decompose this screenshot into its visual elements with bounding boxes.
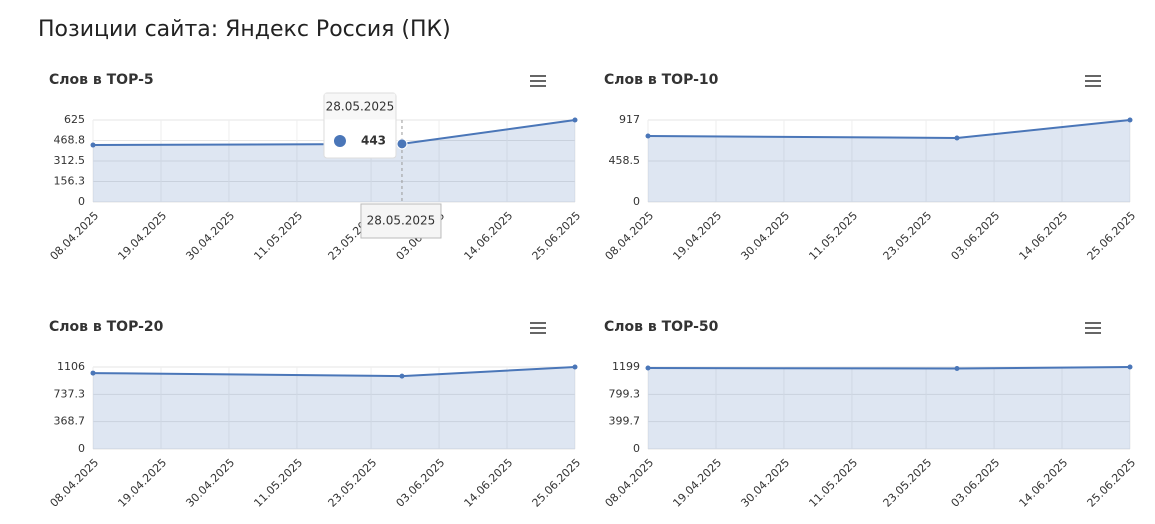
point: [90, 142, 96, 148]
x-tick-label: 19.04.2025: [670, 456, 724, 510]
tooltip-date: 28.05.2025: [326, 100, 395, 114]
point: [954, 135, 960, 141]
x-tick-label: 14.06.2025: [1017, 209, 1071, 263]
x-tick-label: 08.04.2025: [48, 456, 102, 510]
x-tick-label: 19.04.2025: [115, 456, 169, 510]
x-tick-label: 11.05.2025: [806, 456, 860, 510]
y-tick-label: 625: [64, 113, 85, 126]
x-tick-label: 25.06.2025: [1085, 209, 1139, 263]
x-tick-label: 08.04.2025: [48, 209, 102, 263]
y-tick-label: 399.7: [609, 415, 641, 428]
tooltip-header: [324, 93, 396, 120]
page-title: Позиции сайта: Яндекс Россия (ПК): [38, 17, 451, 42]
x-tick-label: 23.05.2025: [326, 456, 380, 510]
x-tick-label: 11.05.2025: [251, 209, 305, 263]
point: [645, 365, 651, 371]
y-tick-label: 312.5: [54, 154, 86, 167]
point: [1127, 117, 1133, 123]
chart-title: Слов в TOP-5: [49, 72, 154, 88]
y-tick-label: 156.3: [54, 174, 86, 187]
x-tick-label: 08.04.2025: [603, 209, 657, 263]
tooltip-value: 443: [361, 134, 386, 148]
chart-title: Слов в TOP-20: [49, 319, 164, 335]
point: [572, 364, 578, 370]
x-tick-label: 08.04.2025: [603, 456, 657, 510]
chart-title: Слов в TOP-10: [604, 72, 719, 88]
x-tick-label: 03.06.2025: [949, 456, 1003, 510]
crosshair-label: 28.05.2025: [367, 214, 436, 228]
x-tick-label: 30.04.2025: [183, 209, 237, 263]
y-tick-label: 0: [78, 195, 85, 208]
x-tick-label: 03.06.2025: [394, 456, 448, 510]
y-tick-label: 368.7: [54, 415, 86, 428]
y-tick-label: 468.8: [54, 133, 86, 146]
x-tick-label: 19.04.2025: [115, 209, 169, 263]
point: [90, 370, 96, 376]
x-tick-label: 14.06.2025: [462, 456, 516, 510]
y-tick-label: 1199: [612, 360, 640, 373]
point: [1127, 364, 1133, 370]
point: [572, 117, 578, 123]
y-tick-label: 917: [619, 113, 640, 126]
point: [645, 133, 651, 139]
y-tick-label: 0: [633, 442, 640, 455]
x-tick-label: 14.06.2025: [1017, 456, 1071, 510]
x-tick-label: 25.06.2025: [530, 456, 584, 510]
area: [648, 367, 1130, 449]
x-tick-label: 11.05.2025: [251, 456, 305, 510]
x-tick-label: 25.06.2025: [530, 209, 584, 263]
hover-point: [396, 138, 408, 150]
y-tick-label: 458.5: [609, 154, 641, 167]
chart-title: Слов в TOP-50: [604, 319, 719, 335]
x-tick-label: 23.05.2025: [881, 456, 935, 510]
area: [648, 120, 1130, 202]
y-tick-label: 799.3: [609, 387, 641, 400]
x-tick-label: 30.04.2025: [183, 456, 237, 510]
point: [954, 366, 960, 372]
y-tick-label: 737.3: [54, 387, 86, 400]
x-tick-label: 03.06.2025: [949, 209, 1003, 263]
point: [399, 373, 405, 379]
area: [93, 367, 575, 449]
x-tick-label: 19.04.2025: [670, 209, 724, 263]
x-tick-label: 25.06.2025: [1085, 456, 1139, 510]
x-tick-label: 14.06.2025: [462, 209, 516, 263]
y-tick-label: 0: [633, 195, 640, 208]
x-tick-label: 11.05.2025: [806, 209, 860, 263]
x-tick-label: 23.05.2025: [881, 209, 935, 263]
crosshair-label-box: [360, 203, 442, 239]
y-tick-label: 0: [78, 442, 85, 455]
tooltip-marker: [333, 135, 346, 147]
area: [93, 120, 575, 202]
y-tick-label: 1106: [57, 360, 85, 373]
x-tick-label: 30.04.2025: [738, 456, 792, 510]
x-tick-label: 30.04.2025: [738, 209, 792, 263]
